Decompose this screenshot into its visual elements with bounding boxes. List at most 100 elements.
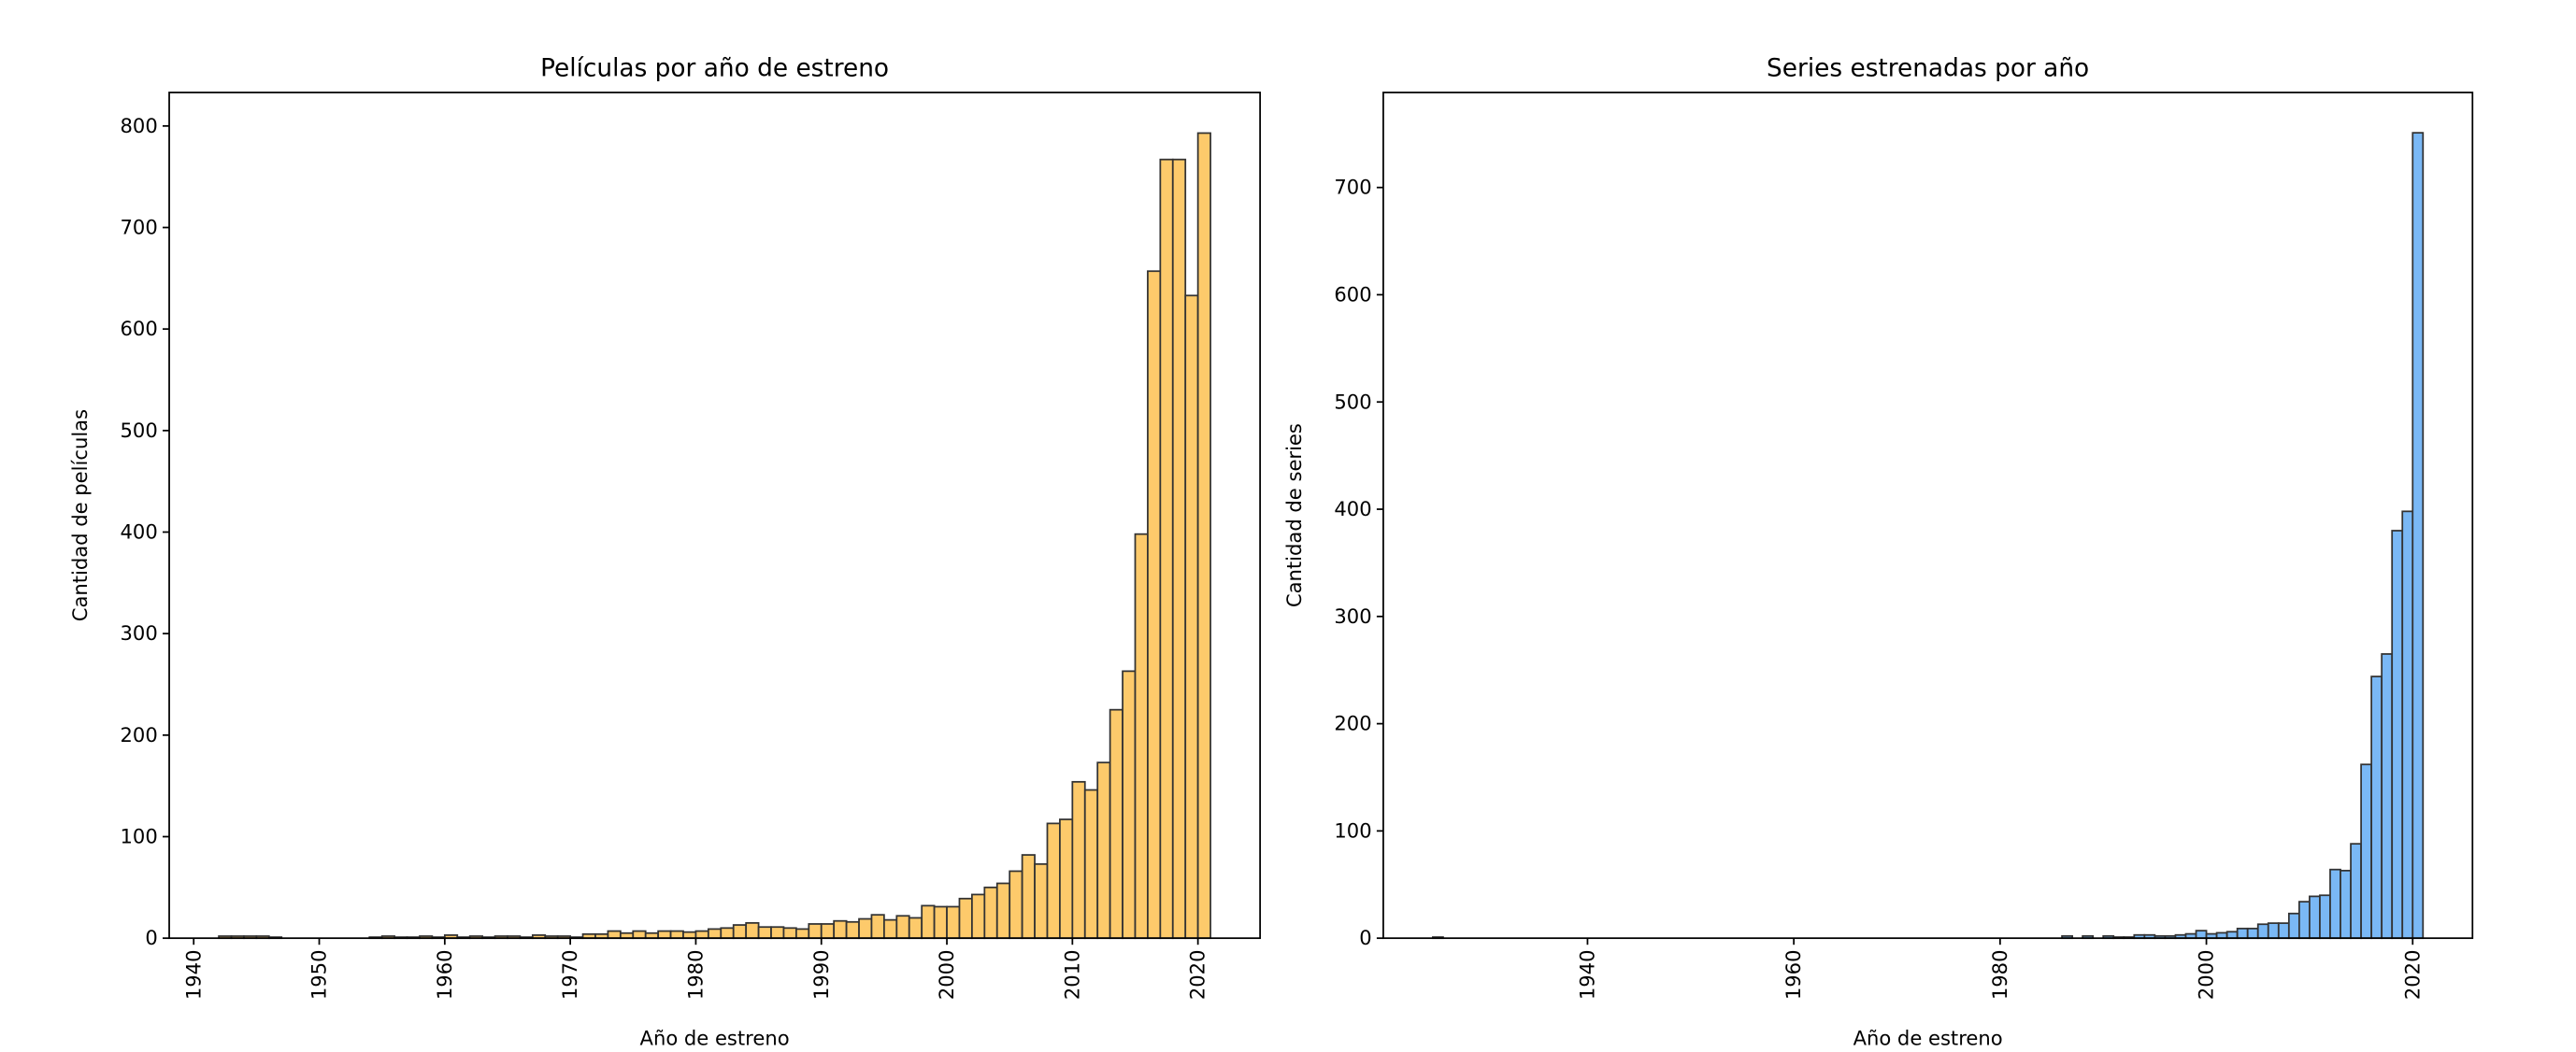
x-tick-label: 1940	[1575, 949, 1598, 1000]
bar	[657, 930, 672, 940]
bar	[782, 927, 797, 940]
bar	[607, 930, 622, 940]
bar	[2277, 922, 2290, 940]
bar	[2287, 912, 2300, 940]
bar	[946, 905, 961, 940]
bar	[2381, 653, 2394, 940]
bar	[883, 918, 898, 940]
bar	[632, 930, 647, 940]
bar	[820, 923, 836, 940]
y-tick-label: 100	[1334, 818, 1371, 842]
y-tick-label: 300	[121, 621, 158, 645]
y-axis-label: Cantidad de series	[1282, 423, 1306, 607]
bar	[720, 927, 735, 940]
x-axis-label: Año de estreno	[1853, 1026, 2003, 1049]
bar	[1196, 132, 1211, 940]
chart-title: Series estrenadas por año	[1767, 54, 2089, 82]
bar	[2256, 923, 2269, 940]
x-tick-label: 1980	[683, 949, 707, 1000]
y-tick-label: 400	[1334, 497, 1371, 520]
bar	[1009, 870, 1023, 940]
bar	[971, 893, 986, 940]
bar	[2370, 675, 2383, 940]
y-axis-label: Cantidad de películas	[68, 409, 92, 621]
bar	[682, 931, 697, 940]
x-tick-label: 1960	[433, 949, 456, 1000]
bar	[908, 917, 923, 940]
y-tick-label: 700	[121, 216, 158, 239]
bar	[757, 926, 772, 940]
y-tick-label: 0	[145, 926, 157, 949]
bar	[2340, 869, 2352, 940]
bar	[2195, 930, 2208, 940]
chart-title: Películas por año de estreno	[540, 54, 889, 82]
bar	[1021, 854, 1036, 940]
bar	[1059, 818, 1074, 940]
x-tick-label: 2000	[2195, 949, 2218, 1000]
bar	[2309, 895, 2321, 940]
y-tick-label: 200	[121, 723, 158, 746]
bar	[2246, 927, 2259, 940]
bar	[2391, 530, 2404, 940]
bar	[770, 926, 785, 940]
bar	[1046, 822, 1061, 940]
bar	[1083, 789, 1099, 940]
bar	[745, 921, 760, 940]
bar	[1109, 708, 1123, 940]
bar	[2267, 922, 2280, 940]
x-axis-label: Año de estreno	[640, 1026, 790, 1049]
bar	[2350, 843, 2362, 940]
x-tick-label: 1940	[181, 949, 205, 1000]
y-tick-label: 800	[121, 114, 158, 137]
bar	[2401, 510, 2414, 940]
bar	[732, 924, 748, 940]
x-tick-label: 1990	[809, 949, 833, 1000]
bar	[1071, 780, 1086, 940]
y-tick-label: 600	[1334, 282, 1371, 306]
bar	[1147, 270, 1162, 940]
bar	[1122, 670, 1137, 940]
bar	[2360, 763, 2373, 940]
bar	[1184, 294, 1199, 940]
y-tick-label: 400	[121, 520, 158, 544]
axes-frame	[1382, 92, 2474, 940]
y-tick-label: 300	[1334, 604, 1371, 628]
bar	[2225, 931, 2239, 940]
y-tick-label: 500	[121, 419, 158, 442]
x-tick-label: 2020	[1186, 949, 1209, 1000]
bar	[870, 914, 885, 940]
x-tick-label: 2010	[1060, 949, 1083, 1000]
bar	[921, 904, 936, 940]
y-tick-label: 600	[121, 317, 158, 340]
bar	[2319, 894, 2331, 940]
x-tick-label: 2020	[2400, 949, 2424, 1000]
y-tick-label: 700	[1334, 176, 1371, 199]
bar	[845, 920, 860, 940]
bar	[808, 923, 823, 940]
bar	[1096, 761, 1111, 940]
bar	[2236, 927, 2249, 940]
bar	[669, 930, 684, 940]
bar	[2411, 132, 2425, 940]
bar	[958, 897, 973, 940]
y-tick-label: 200	[1334, 712, 1371, 735]
bar	[933, 905, 948, 940]
bar	[2329, 868, 2341, 940]
bar	[895, 915, 910, 940]
x-tick-label: 1970	[558, 949, 581, 1000]
bar	[995, 882, 1011, 940]
bar	[1159, 158, 1174, 940]
y-tick-label: 500	[1334, 390, 1371, 413]
y-tick-label: 0	[1359, 926, 1371, 949]
bar	[694, 930, 709, 940]
x-tick-label: 1950	[308, 949, 331, 1000]
bar	[1034, 862, 1049, 940]
x-tick-label: 1960	[1782, 949, 1805, 1000]
bar	[1171, 158, 1187, 940]
bar	[1134, 533, 1149, 940]
bar	[983, 886, 998, 940]
bar	[707, 928, 723, 940]
bar	[858, 917, 873, 940]
